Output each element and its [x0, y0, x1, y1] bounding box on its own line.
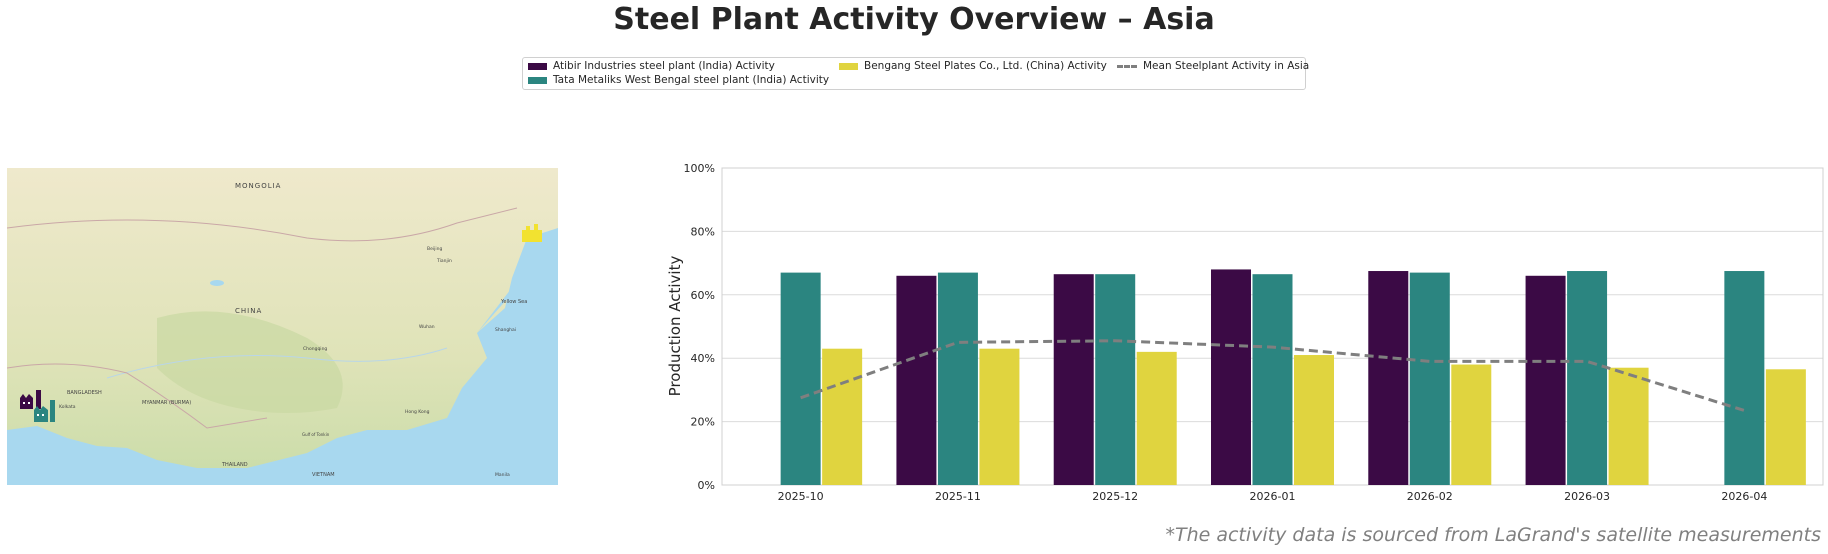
map-label-gulf-of-tonkin: Gulf of Tonkin — [302, 432, 330, 437]
chart-title: Steel Plant Activity Overview – Asia — [613, 2, 1215, 37]
y-tick-label: 40% — [691, 352, 715, 365]
map-border — [7, 207, 518, 242]
x-tick-label: 2025-12 — [1092, 490, 1138, 503]
map-label-myanmar: MYANMAR (BURMA) — [142, 400, 191, 406]
x-tick-label: 2026-02 — [1407, 490, 1453, 503]
map-label-chongqing: Chongqing — [303, 346, 327, 352]
factory-icon — [20, 390, 41, 409]
tick-layer: 0% 20% 40% 60% 80% 100% 2025-10 2025-11 2025-12 2… — [684, 162, 1768, 503]
bar — [780, 272, 821, 485]
map-label-beijing: Beijing — [427, 246, 442, 252]
map-label-vietnam: VIETNAM — [312, 472, 335, 478]
bar — [1053, 274, 1094, 485]
x-tick-label: 2025-11 — [935, 490, 981, 503]
map-label-china: CHINA — [235, 307, 262, 315]
y-tick-label: 60% — [691, 289, 715, 302]
legend-label-atibir: Atibir Industries steel plant (India) Ac… — [553, 60, 775, 72]
bar — [822, 348, 863, 485]
map-label-thailand: THAILAND — [221, 462, 248, 468]
bar — [1724, 271, 1765, 485]
y-tick-label: 100% — [684, 162, 715, 175]
bar — [1368, 271, 1409, 485]
y-tick-label: 20% — [691, 416, 715, 429]
legend-label-mean: Mean Steelplant Activity in Asia — [1143, 60, 1310, 72]
x-tick-label: 2026-03 — [1564, 490, 1610, 503]
map-border — [7, 363, 268, 429]
map-sea-north — [477, 228, 558, 333]
factory-icon — [522, 224, 542, 242]
legend-swatch-atibir — [528, 62, 547, 70]
bar — [1765, 369, 1806, 485]
bar — [1294, 355, 1334, 485]
legend-swatch-bengang — [839, 62, 858, 70]
legend-item-mean: Mean Steelplant Activity in Asia — [1117, 60, 1309, 72]
x-tick-label: 2025-10 — [778, 490, 824, 503]
legend-item-tata: Tata Metaliks West Bengal steel plant (I… — [528, 74, 829, 86]
bar — [1095, 274, 1136, 485]
map-terrain — [157, 311, 343, 413]
map-svg: MONGOLIA CHINA MYANMAR (BURMA) THAILAND … — [7, 168, 558, 485]
bar — [1451, 364, 1492, 485]
map-lake — [210, 280, 224, 286]
map-label-shanghai: Shanghai — [495, 327, 516, 333]
mean-line-layer — [800, 339, 1745, 412]
map-label-manila: Manila — [495, 472, 510, 478]
legend-label-tata: Tata Metaliks West Bengal steel plant (I… — [553, 74, 830, 86]
map-label-hong-kong: Hong Kong — [405, 409, 430, 415]
footnote: *The activity data is sourced from LaGra… — [1165, 524, 1821, 546]
legend-item-bengang: Bengang Steel Plates Co., Ltd. (China) A… — [839, 60, 1107, 72]
bar — [1252, 274, 1293, 485]
map-label-mongolia: MONGOLIA — [235, 182, 281, 190]
bar — [1409, 272, 1450, 485]
legend-label-bengang: Bengang Steel Plates Co., Ltd. (China) A… — [864, 60, 1107, 72]
bar — [896, 275, 937, 485]
map-river — [106, 347, 448, 379]
legend-item-atibir: Atibir Industries steel plant (India) Ac… — [528, 60, 775, 72]
bar — [1211, 269, 1251, 485]
bar — [937, 272, 978, 485]
map-label-kolkata: Kolkata — [59, 404, 76, 410]
map-sea — [7, 228, 558, 485]
legend-swatch-tata — [528, 76, 547, 84]
bar — [1608, 367, 1649, 485]
bar — [979, 348, 1020, 485]
map-label-wuhan: Wuhan — [419, 324, 435, 330]
asia-map: MONGOLIA CHINA MYANMAR (BURMA) THAILAND … — [7, 168, 558, 485]
bar — [1525, 275, 1566, 485]
map-label-yellow-sea: Yellow Sea — [500, 299, 527, 305]
legend-swatch-mean — [1117, 64, 1137, 68]
bar-layer — [780, 269, 1806, 485]
map-label-tianjin: Tianjin — [436, 258, 452, 264]
y-axis-label: Production Activity — [666, 256, 684, 397]
legend: Atibir Industries steel plant (India) Ac… — [522, 57, 1309, 90]
y-tick-label: 80% — [691, 225, 715, 238]
x-tick-label: 2026-01 — [1250, 490, 1296, 503]
map-label-bangladesh: BANGLADESH — [67, 390, 102, 396]
bar — [1136, 351, 1177, 485]
bar — [1567, 271, 1608, 485]
x-tick-label: 2026-04 — [1721, 490, 1767, 503]
mean-activity-line — [800, 339, 1745, 412]
factory-icon — [34, 400, 55, 422]
y-tick-label: 0% — [698, 479, 715, 492]
